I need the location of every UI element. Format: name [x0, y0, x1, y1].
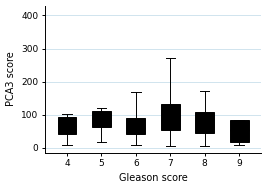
X-axis label: Gleason score: Gleason score	[119, 174, 187, 184]
Y-axis label: PCA3 score: PCA3 score	[6, 52, 15, 106]
PathPatch shape	[57, 117, 76, 134]
PathPatch shape	[161, 104, 180, 130]
PathPatch shape	[126, 118, 145, 134]
PathPatch shape	[92, 111, 111, 127]
PathPatch shape	[195, 112, 214, 133]
PathPatch shape	[230, 120, 249, 142]
